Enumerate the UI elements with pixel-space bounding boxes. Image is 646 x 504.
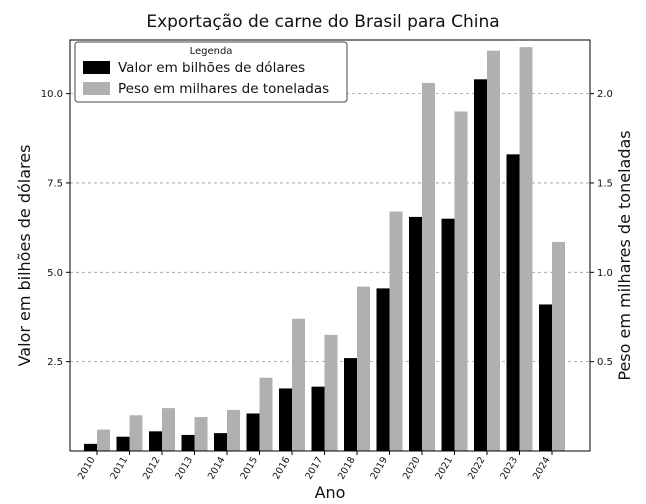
bar-weight-2012 xyxy=(162,408,175,451)
bar-value-2013 xyxy=(181,434,195,451)
bar-weight-2010 xyxy=(97,429,110,451)
right-tick-label: 1.0 xyxy=(597,268,613,279)
bar-value-2015 xyxy=(246,413,260,451)
left-tick-label: 7.5 xyxy=(47,178,63,189)
left-tick-label: 2.5 xyxy=(47,357,63,368)
bar-weight-2019 xyxy=(389,211,403,451)
legend-swatch-value xyxy=(83,61,110,74)
right-tick-label: 2.0 xyxy=(597,89,613,100)
bar-value-2010 xyxy=(84,443,97,451)
bar-weight-2022 xyxy=(487,50,500,451)
right-axis-ticks: 0.5 1.0 1.5 2.0 xyxy=(590,89,613,368)
bar-weight-2021 xyxy=(454,111,468,451)
bar-value-2016 xyxy=(279,388,292,451)
right-tick-label: 0.5 xyxy=(597,357,613,368)
legend-title: Legenda xyxy=(190,46,233,57)
bar-value-2014 xyxy=(214,433,227,451)
left-axis-ticks: 2.5 5.0 7.5 10.0 xyxy=(41,89,70,368)
value-bars xyxy=(84,79,552,451)
bar-weight-2018 xyxy=(357,286,370,451)
bar-weight-2016 xyxy=(292,318,305,451)
legend-label-value: Valor em bilhões de dólares xyxy=(118,60,305,76)
chart-title: Exportação de carne do Brasil para China xyxy=(146,12,499,32)
left-axis-label: Valor em bilhões de dólares xyxy=(15,145,34,367)
bar-weight-2017 xyxy=(324,334,338,451)
right-tick-label: 1.5 xyxy=(597,178,613,189)
bar-weight-2013 xyxy=(194,417,208,451)
bar-weight-2014 xyxy=(227,409,240,451)
bar-value-2020 xyxy=(409,216,422,451)
bar-weight-2015 xyxy=(259,377,273,451)
x-axis-label: Ano xyxy=(315,483,346,502)
legend-swatch-weight xyxy=(83,82,110,95)
legend-box xyxy=(74,41,348,103)
left-tick-label: 5.0 xyxy=(47,268,63,279)
bar-value-2019 xyxy=(376,288,390,451)
legend-label-weight: Peso em milhares de toneladas xyxy=(118,81,329,97)
right-axis-label: Peso em milhares de toneladas xyxy=(615,130,634,380)
plot-frame xyxy=(69,39,591,452)
left-tick-label: 10.0 xyxy=(41,89,63,100)
bar-value-2017 xyxy=(311,386,325,451)
bar-value-2018 xyxy=(344,358,357,451)
bar-value-2012 xyxy=(149,431,162,451)
bar-value-2021 xyxy=(441,218,455,451)
bar-value-2011 xyxy=(116,436,130,451)
bar-value-2023 xyxy=(506,154,520,451)
weight-bars xyxy=(97,47,565,451)
bar-weight-2011 xyxy=(129,415,143,451)
bar-weight-2023 xyxy=(519,47,533,451)
bar-weight-2024 xyxy=(552,241,565,451)
bar-value-2022 xyxy=(474,79,487,451)
bar-value-2024 xyxy=(539,304,552,451)
bar-weight-2020 xyxy=(422,82,435,451)
legend: Legenda Valor em bilhões de dólares Peso… xyxy=(74,41,348,103)
